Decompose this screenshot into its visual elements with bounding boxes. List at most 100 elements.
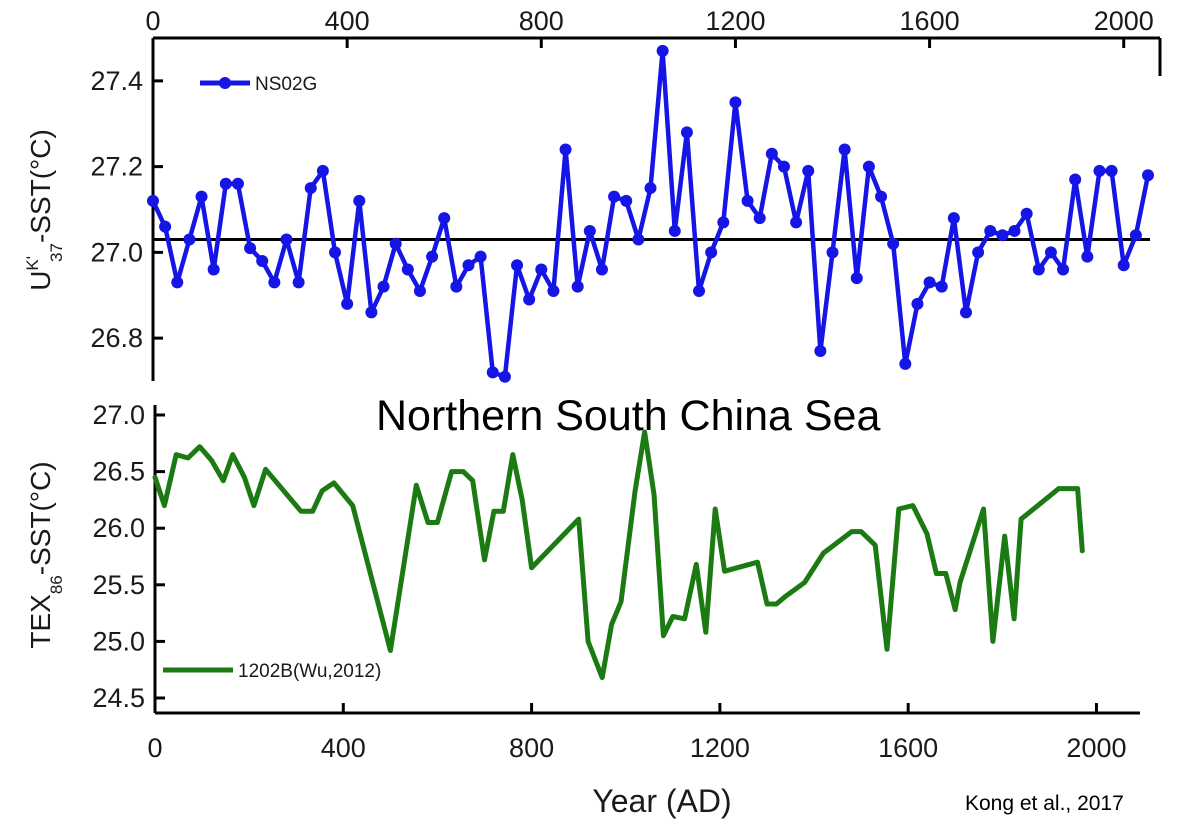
data-point — [802, 164, 815, 177]
data-point — [1142, 169, 1154, 182]
data-point — [608, 190, 621, 203]
data-point — [632, 233, 645, 246]
data-point — [547, 284, 560, 297]
data-point — [183, 233, 196, 246]
top-y-tick-label: 27.0 — [90, 237, 143, 267]
data-point — [753, 212, 766, 225]
top-y-label: UK' 37-SST(°C) — [23, 129, 66, 291]
data-point — [595, 263, 608, 276]
data-point — [438, 212, 451, 225]
data-point — [741, 194, 754, 207]
bottom-y-label-rest: -SST(°C) — [25, 461, 56, 575]
data-point — [147, 194, 159, 207]
data-point — [996, 229, 1009, 242]
top-y-tick-label: 27.4 — [90, 66, 143, 96]
data-point — [1020, 207, 1033, 220]
data-point — [693, 284, 706, 297]
data-point — [717, 216, 730, 229]
legend-ns02g: NS02G — [200, 74, 317, 95]
data-point — [790, 216, 803, 229]
data-point — [486, 366, 499, 379]
bottom-y-label-sub: 86 — [47, 575, 66, 594]
data-point — [680, 126, 693, 139]
bottom-x-tick-label: 400 — [321, 733, 366, 763]
data-point — [1093, 164, 1106, 177]
data-point — [826, 246, 839, 259]
data-point — [401, 263, 414, 276]
data-point — [292, 276, 305, 289]
data-point — [935, 280, 948, 293]
top-x-tick-label: 0 — [145, 6, 160, 36]
credit: Kong et al., 2017 — [965, 792, 1124, 815]
data-point — [511, 259, 524, 272]
data-point — [207, 263, 220, 276]
top-y-label-main: U — [25, 271, 56, 291]
data-point — [814, 344, 827, 357]
bottom-y-tick-label: 25.0 — [92, 626, 145, 656]
data-point — [620, 194, 633, 207]
data-point — [644, 182, 657, 195]
bottom-y-tick-label: 25.5 — [92, 570, 145, 600]
bottom-ticks: 0 400 800 1200 1600 2000 24.5 25.0 25.5 26.0 26.5 2… — [92, 400, 1126, 763]
data-point — [353, 194, 366, 207]
top-series-line — [150, 48, 1151, 379]
data-point — [498, 370, 511, 383]
top-y-tick-label: 27.2 — [90, 152, 143, 182]
data-point — [1008, 224, 1021, 237]
top-ticks: 0 400 800 1200 1600 2000 26.8 27.0 27.2 27.4 — [90, 6, 1153, 353]
data-point — [1117, 259, 1130, 272]
bottom-y-tick-label: 24.5 — [92, 683, 145, 713]
data-point — [583, 224, 596, 237]
data-point — [304, 182, 317, 195]
data-point — [838, 143, 851, 156]
data-point — [668, 224, 681, 237]
bottom-y-tick-label: 26.5 — [92, 457, 145, 487]
top-x-tick-label: 2000 — [1094, 6, 1154, 36]
data-point — [474, 250, 487, 263]
bottom-y-label-main: TEX — [25, 594, 56, 649]
data-point — [571, 280, 584, 293]
top-y-label-sub: 37 — [47, 243, 66, 262]
legend-1202b-label: 1202B(Wu,2012) — [238, 661, 381, 682]
data-point — [280, 233, 293, 246]
region-title: Northern South China Sea — [376, 392, 880, 440]
top-x-tick-label: 800 — [519, 6, 564, 36]
data-point — [535, 263, 548, 276]
series-1202b — [152, 429, 1085, 681]
data-point — [875, 190, 888, 203]
data-point — [899, 357, 912, 370]
top-y-tick-label: 26.8 — [90, 323, 143, 353]
bottom-panel: 0 400 800 1200 1600 2000 24.5 25.0 25.5 26.0 26.5 2… — [25, 400, 1140, 819]
data-point — [765, 147, 778, 160]
data-point — [984, 224, 997, 237]
data-point — [413, 284, 426, 297]
data-point — [923, 276, 936, 289]
data-point — [911, 297, 924, 310]
data-point — [341, 297, 354, 310]
data-point — [656, 44, 669, 57]
data-point — [523, 293, 536, 306]
bottom-y-label: TEX86-SST(°C) — [25, 461, 66, 648]
data-point — [777, 160, 790, 173]
data-point — [365, 306, 378, 319]
data-point — [377, 280, 390, 293]
top-panel: 0 400 800 1200 1600 2000 26.8 27.0 27.2 27.4 UK' 3… — [23, 6, 1162, 383]
top-y-label-sup: K' — [23, 256, 42, 271]
data-point — [729, 96, 742, 109]
top-x-tick-label: 400 — [325, 6, 370, 36]
data-point — [268, 276, 281, 289]
bottom-x-tick-label: 2000 — [1066, 733, 1126, 763]
data-point — [887, 237, 900, 250]
data-point — [1129, 229, 1142, 242]
data-point — [389, 237, 402, 250]
data-point — [947, 212, 960, 225]
data-point — [1105, 164, 1118, 177]
bottom-x-tick-label: 1600 — [878, 733, 938, 763]
bottom-y-tick-label: 26.0 — [92, 513, 145, 543]
data-point — [462, 259, 475, 272]
data-point — [231, 177, 244, 190]
data-point — [862, 160, 875, 173]
data-point — [329, 246, 342, 259]
data-point — [850, 272, 863, 285]
data-point — [959, 306, 972, 319]
